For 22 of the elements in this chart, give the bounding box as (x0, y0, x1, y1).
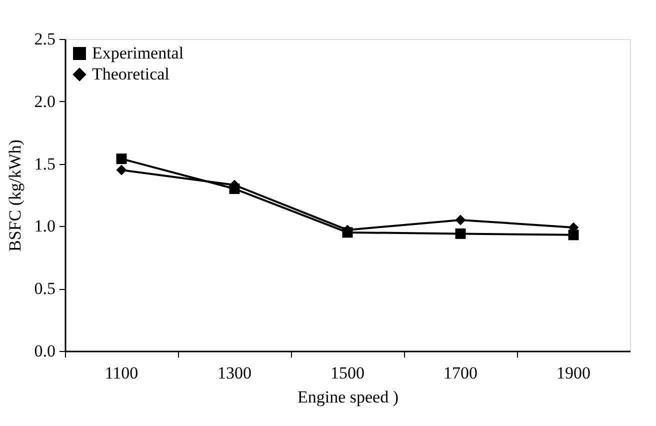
point (229, 184, 240, 194)
y-tick-label: 1.0 (34, 216, 56, 236)
point (455, 214, 466, 226)
point (116, 164, 127, 176)
x-tick-label: 1900 (556, 364, 590, 382)
y-tick-label: 0.0 (34, 342, 56, 360)
legend-label: Experimental (92, 44, 184, 62)
point (342, 227, 353, 238)
point (116, 154, 127, 164)
y-tick-label: 1.5 (34, 154, 56, 174)
legend-label: Theoretical (92, 64, 170, 84)
x-tick-label: 1700 (444, 364, 478, 382)
x-tick-label: 1100 (104, 364, 138, 382)
x-axis-title: Engine speed ) (297, 388, 399, 406)
point (568, 230, 579, 240)
x-tick-label: 1500 (330, 364, 364, 382)
y-axis-title: BSFC (kg/kWh) (5, 140, 24, 252)
y-tick-label: 2.0 (34, 92, 56, 111)
y-tick-label: 2.5 (34, 30, 56, 48)
y-tick-label: 0.5 (34, 279, 56, 298)
point (455, 228, 466, 239)
x-tick-label: 1300 (218, 364, 252, 382)
